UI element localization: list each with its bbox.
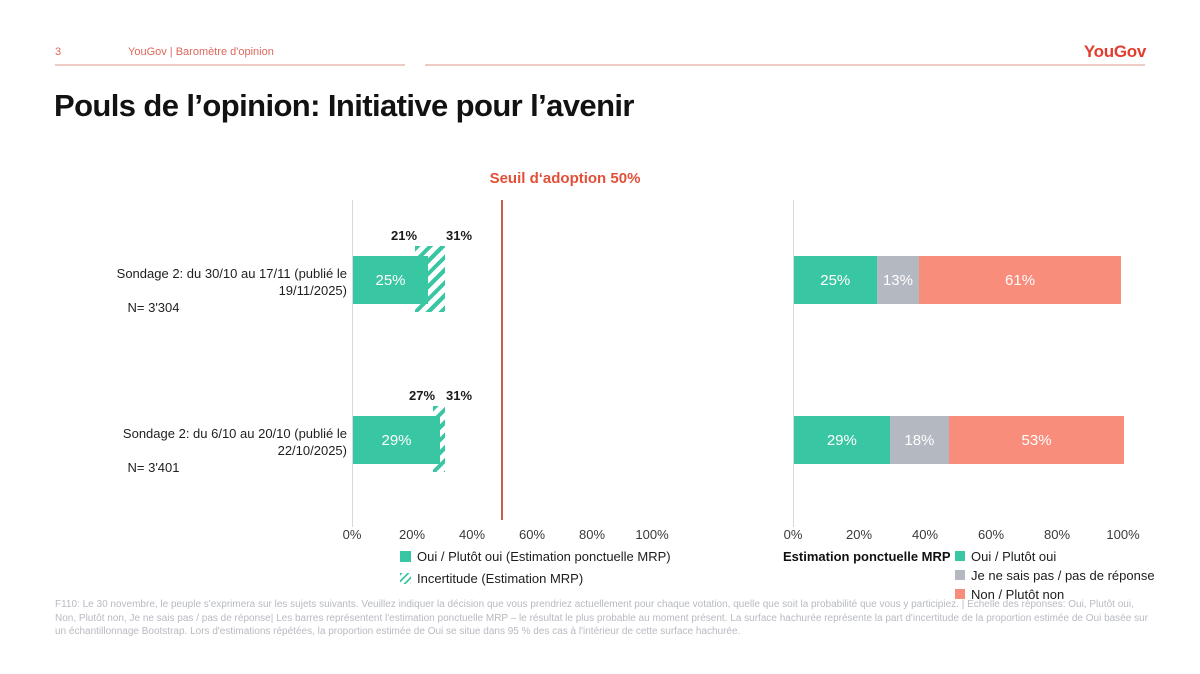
x-tick-label: 100% [635, 527, 669, 542]
row-label-2-text: Sondage 2: du 6/10 au 20/10 (publié le 2… [122, 426, 347, 458]
teal-swatch-icon [955, 551, 965, 561]
stacked-segment-teal: 29% [794, 416, 890, 464]
row-label-1-n: N= 3'304 [127, 300, 180, 315]
right-legend-title: Estimation ponctuelle MRP [783, 549, 951, 564]
row-label-2: Sondage 2: du 6/10 au 20/10 (publié le 2… [55, 425, 347, 476]
uncertainty-high-label: 31% [445, 228, 473, 243]
legend-right-item-1-label: Oui / Plutôt oui [971, 549, 1057, 564]
hatch-swatch-icon [400, 573, 411, 584]
x-tick-label: 40% [458, 527, 486, 542]
header-rule-right [425, 64, 1145, 66]
x-tick-label: 0% [783, 527, 803, 542]
legend-left-item-1-label: Oui / Plutôt oui (Estimation ponctuelle … [417, 549, 671, 564]
row-label-1-text: Sondage 2: du 30/10 au 17/11 (publié le … [116, 266, 347, 298]
stacked-segment-salmon: 61% [919, 256, 1121, 304]
x-tick-label: 40% [911, 527, 939, 542]
uncertainty-high-label: 31% [445, 388, 473, 403]
x-tick-label: 20% [398, 527, 426, 542]
teal-swatch-icon [400, 551, 411, 562]
legend-right-item-3-label: Non / Plutôt non [971, 587, 1065, 602]
right-chart-plot: 25% 13% 61% 29% 18% 53% 0% 20% 40% 60% 80% 100% [784, 200, 1140, 542]
salmon-swatch-icon [955, 589, 965, 599]
x-tick-label: 80% [1043, 527, 1071, 542]
x-tick-label: 20% [845, 527, 873, 542]
bar-value-label: 25% [375, 271, 406, 289]
yougov-logo: YouGov [1083, 42, 1146, 61]
legend-right-item-2-label: Je ne sais pas / pas de réponse [971, 568, 1155, 583]
legend-left-item-2: Incertitude (Estimation MRP) [400, 571, 583, 586]
right-axis-line [793, 200, 794, 527]
gray-swatch-icon [955, 570, 965, 580]
x-tick-label: 80% [578, 527, 606, 542]
x-tick-label: 60% [977, 527, 1005, 542]
row-label-2-n: N= 3'401 [127, 460, 180, 475]
stacked-segment-teal: 25% [794, 256, 877, 304]
header-rule-left [55, 64, 405, 66]
estimate-bar: 25% [353, 256, 428, 304]
legend-right-item-1: Oui / Plutôt oui [955, 549, 1056, 564]
legend-right-item-3: Non / Plutôt non [955, 587, 1064, 602]
left-chart-plot: 25% 21% 31% 29% 27% 31% 0% 20% 40% 60% 80% 100% [343, 200, 669, 542]
stacked-segment-gray: 13% [876, 256, 920, 304]
stacked-segment-gray: 18% [889, 416, 950, 464]
legend-left-item-2-label: Incertitude (Estimation MRP) [417, 571, 584, 586]
footnote: F110: Le 30 novembre, le peuple s'exprim… [55, 599, 1148, 637]
x-tick-label: 100% [1106, 527, 1140, 542]
bar-value-label: 29% [381, 431, 412, 449]
page-title: Pouls de l’opinion: Initiative pour l’av… [54, 88, 634, 123]
x-tick-label: 60% [518, 527, 546, 542]
threshold-line [501, 200, 503, 520]
uncertainty-low-label: 21% [390, 228, 418, 243]
threshold-caption: Seuil d‘adoption 50% [489, 170, 641, 187]
x-tick-label: 0% [342, 527, 362, 542]
breadcrumb: YouGov | Baromètre d'opinion [128, 46, 274, 58]
left-axis-line [352, 200, 353, 527]
row-label-1: Sondage 2: du 30/10 au 17/11 (publié le … [55, 265, 347, 316]
stacked-segment-salmon: 53% [949, 416, 1124, 464]
legend-right-item-2: Je ne sais pas / pas de réponse [955, 568, 1155, 583]
page-number: 3 [55, 46, 62, 58]
legend-left-item-1: Oui / Plutôt oui (Estimation ponctuelle … [400, 549, 671, 564]
uncertainty-low-label: 27% [408, 388, 436, 403]
estimate-bar: 29% [353, 416, 440, 464]
